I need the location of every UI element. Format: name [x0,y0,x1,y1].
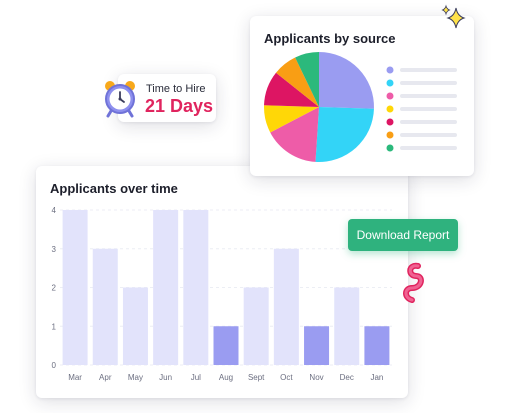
legend-placeholder-bar [400,68,457,72]
bar [304,326,330,365]
pie-slice [315,107,374,162]
squiggle-decoration [403,262,424,303]
pie-slice [264,105,319,133]
bar [92,248,118,365]
bar [122,287,148,365]
time-to-hire-value: 21 Days [145,96,214,116]
alarm-clock-icon [105,81,135,118]
y-tick-label: 4 [52,206,57,215]
legend-placeholder-bar [400,133,457,137]
sparkles-icon [441,4,466,29]
download-report-button[interactable]: Download Report [348,219,458,251]
bar [364,326,390,365]
pie-slice [275,57,319,107]
legend-placeholder-bar [400,146,457,150]
applicants-by-source-card: Applicants by source [250,16,474,176]
pie-slice [295,52,319,107]
applicants-by-source-chart [264,52,457,162]
bar [153,210,179,365]
y-tick-label: 3 [52,245,57,254]
bar [273,248,299,365]
legend-placeholder-bar [400,107,457,111]
x-tick-label: Jun [159,373,172,382]
bar [334,287,360,365]
pie-slice [319,52,374,109]
y-tick-label: 1 [52,322,57,331]
x-tick-label: Mar [68,373,82,382]
x-tick-label: Dec [340,373,354,382]
pie-slice [264,72,319,107]
bar [243,287,269,365]
x-tick-label: Oct [280,373,293,382]
x-tick-label: Jan [370,373,383,382]
x-tick-label: Jul [191,373,201,382]
x-tick-label: Sept [248,373,265,382]
applicants-by-source-title: Applicants by source [264,31,396,46]
bar [213,326,239,365]
legend-placeholder-bar [400,120,457,124]
legend-swatch [386,66,394,74]
legend-swatch [386,144,394,152]
bar [183,210,209,365]
x-tick-label: Aug [219,373,233,382]
y-tick-label: 2 [52,284,57,293]
legend-placeholder-bar [400,81,457,85]
legend-swatch [386,92,394,100]
y-tick-label: 0 [52,361,57,370]
applicants-over-time-card: Applicants over time 0 1 2 3 4 Mar Apr May Jun Ju… [36,166,408,398]
applicants-over-time-title: Applicants over time [50,181,178,196]
legend-placeholder-bar [400,94,457,98]
time-to-hire-label: Time to Hire [146,83,206,95]
legend-swatch [386,131,394,139]
pie-slice [270,107,319,162]
applicants-over-time-chart: 0 1 2 3 4 Mar Apr May Jun Jul Aug Sept Oct Nov Dec Jan [52,206,392,382]
legend-swatch [386,105,394,113]
bar [62,210,88,365]
x-tick-label: Nov [309,373,323,382]
x-tick-label: May [128,373,143,382]
legend-swatch [386,118,394,126]
legend-swatch [386,79,394,87]
x-tick-label: Apr [99,373,112,382]
